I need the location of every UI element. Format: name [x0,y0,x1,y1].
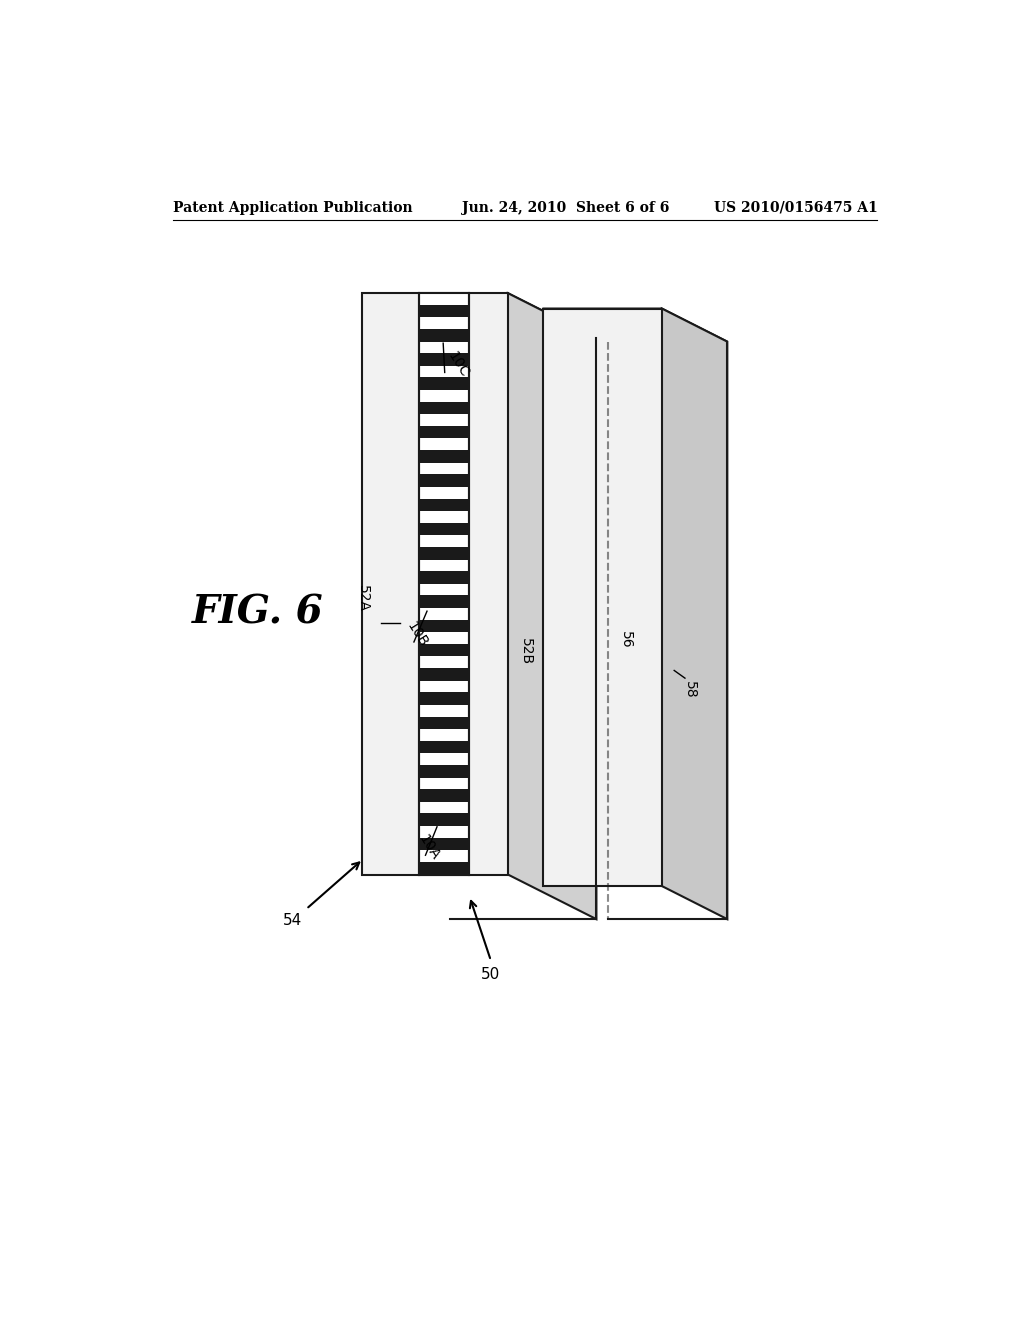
Polygon shape [419,826,469,838]
Polygon shape [419,754,469,766]
Polygon shape [419,777,469,789]
Polygon shape [419,463,469,474]
Polygon shape [419,342,469,354]
Text: 10C: 10C [444,350,471,380]
Text: 10A: 10A [416,833,441,863]
Polygon shape [419,414,469,426]
Polygon shape [543,309,662,886]
Text: US 2010/0156475 A1: US 2010/0156475 A1 [714,201,878,215]
Polygon shape [419,656,469,668]
Polygon shape [419,560,469,572]
Text: Jun. 24, 2010  Sheet 6 of 6: Jun. 24, 2010 Sheet 6 of 6 [462,201,669,215]
Polygon shape [419,609,469,619]
Polygon shape [508,293,596,919]
Polygon shape [361,293,508,875]
Polygon shape [419,389,469,401]
Polygon shape [419,729,469,741]
Text: 58: 58 [683,681,697,698]
Text: 52B: 52B [518,638,532,665]
Polygon shape [419,583,469,595]
Polygon shape [419,366,469,378]
Text: FIG. 6: FIG. 6 [191,594,324,632]
Polygon shape [419,293,469,875]
Polygon shape [361,293,596,338]
Text: 50: 50 [481,968,501,982]
Polygon shape [419,801,469,813]
Text: Patent Application Publication: Patent Application Publication [173,201,413,215]
Polygon shape [419,293,469,305]
Polygon shape [419,850,469,862]
Polygon shape [419,705,469,717]
Text: 56: 56 [618,631,633,648]
Polygon shape [419,536,469,546]
Polygon shape [419,438,469,450]
Polygon shape [662,309,727,919]
Text: 10B: 10B [403,619,430,649]
Text: 54: 54 [283,913,302,928]
Text: 52A: 52A [356,585,370,612]
Polygon shape [419,317,469,329]
Polygon shape [543,309,727,342]
Polygon shape [419,511,469,523]
Polygon shape [419,487,469,499]
Polygon shape [419,681,469,693]
Polygon shape [419,632,469,644]
